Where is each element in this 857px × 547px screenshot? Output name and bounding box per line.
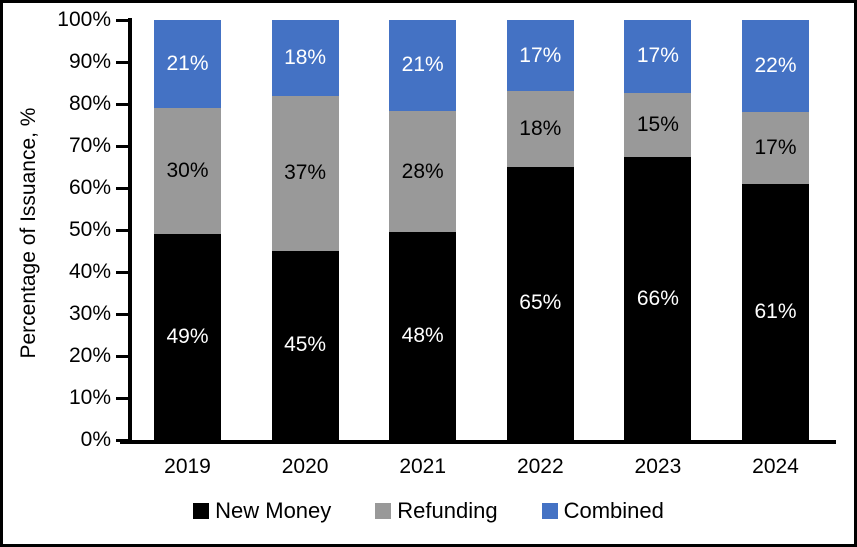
- y-tick-mark: [116, 228, 128, 232]
- data-label: 17%: [636, 44, 679, 68]
- legend-item-new-money: New Money: [193, 498, 331, 524]
- y-tick-mark: [116, 270, 128, 274]
- y-tick-label: 0%: [80, 428, 111, 451]
- bar-segment-2020-refunding: 37%: [271, 95, 339, 251]
- data-label: 45%: [284, 333, 327, 357]
- y-tick-label: 40%: [68, 260, 111, 283]
- y-tick-label: 50%: [68, 218, 111, 241]
- bar-segment-2021-refunding: 28%: [389, 110, 457, 233]
- data-label: 21%: [401, 53, 444, 77]
- bar-2023: 17% 15% 66%: [624, 20, 692, 440]
- legend-swatch-icon: [193, 503, 210, 519]
- legend-swatch-icon: [375, 503, 392, 519]
- data-label: 65%: [519, 291, 562, 315]
- legend-item-refunding: Refunding: [375, 498, 498, 524]
- bar-segment-2022-combined: 17%: [506, 20, 574, 92]
- bar-2019: 21% 30% 49%: [154, 20, 221, 440]
- data-label: 49%: [166, 325, 209, 349]
- x-axis-label-2020: 2020: [281, 455, 329, 478]
- x-axis-label-2023: 2023: [634, 455, 682, 478]
- data-label: 17%: [754, 136, 797, 160]
- y-tick-label: 10%: [68, 386, 111, 409]
- bar-segment-2020-new-money: 45%: [271, 250, 339, 440]
- bar-2022: 17% 18% 65%: [506, 20, 574, 440]
- bar-segment-2020-combined: 18%: [271, 20, 339, 96]
- bar-segment-2023-refunding: 15%: [624, 92, 692, 158]
- bar-2020: 18% 37% 45%: [271, 20, 339, 440]
- y-tick-mark: [116, 396, 128, 400]
- bar-2024: 22% 17% 61%: [742, 20, 809, 440]
- y-tick-label: 20%: [68, 344, 111, 367]
- data-label: 30%: [166, 159, 209, 183]
- y-tick-label: 70%: [68, 134, 111, 157]
- bar-segment-2021-new-money: 48%: [389, 232, 457, 440]
- x-axis-label-2019: 2019: [164, 455, 211, 478]
- y-tick-label: 100%: [57, 8, 111, 31]
- data-label: 18%: [284, 45, 327, 69]
- y-tick-mark: [116, 354, 128, 358]
- data-label: 66%: [636, 286, 679, 310]
- y-tick-mark: [116, 144, 128, 148]
- y-axis-line: [128, 18, 132, 444]
- data-label: 48%: [401, 324, 444, 348]
- y-tick-label: 80%: [68, 92, 111, 115]
- data-label: 61%: [754, 299, 797, 323]
- legend-label: Combined: [563, 498, 664, 523]
- x-axis-label-2021: 2021: [399, 455, 447, 478]
- bar-segment-2024-refunding: 17%: [742, 112, 809, 184]
- bar-segment-2019-new-money: 49%: [154, 234, 221, 440]
- data-label: 22%: [754, 54, 797, 78]
- y-tick-label: 60%: [68, 176, 111, 199]
- bar-segment-2023-combined: 17%: [624, 20, 692, 93]
- bar-segment-2019-combined: 21%: [154, 20, 221, 109]
- bar-segment-2022-new-money: 65%: [506, 166, 574, 440]
- legend-item-combined: Combined: [541, 498, 664, 524]
- y-tick-mark: [116, 438, 128, 442]
- legend: New Money Refunding Combined: [3, 495, 854, 527]
- y-tick-mark: [116, 18, 128, 22]
- bar-2021: 21% 28% 48%: [389, 20, 457, 440]
- data-label: 15%: [636, 112, 679, 136]
- bar-segment-2019-refunding: 30%: [154, 108, 221, 235]
- data-label: 17%: [519, 43, 562, 67]
- bar-segment-2023-new-money: 66%: [624, 157, 692, 440]
- data-label: 18%: [519, 117, 562, 141]
- legend-label: Refunding: [397, 498, 498, 523]
- y-tick-label: 30%: [68, 302, 111, 325]
- x-axis-label-2022: 2022: [516, 455, 564, 478]
- data-label: 37%: [284, 161, 327, 185]
- y-tick-mark: [116, 102, 128, 106]
- data-label: 28%: [401, 159, 444, 183]
- bar-segment-2024-new-money: 61%: [742, 183, 809, 440]
- x-axis-line: [120, 440, 836, 444]
- y-tick-label: 90%: [68, 50, 111, 73]
- y-tick-mark: [116, 60, 128, 64]
- legend-label: New Money: [215, 498, 332, 523]
- legend-swatch-icon: [541, 503, 558, 519]
- bar-segment-2024-combined: 22%: [742, 20, 809, 113]
- bar-segment-2021-combined: 21%: [389, 20, 457, 111]
- x-axis-label-2024: 2024: [752, 455, 799, 478]
- y-tick-mark: [116, 186, 128, 190]
- bar-segment-2022-refunding: 18%: [506, 91, 574, 167]
- data-label: 21%: [166, 52, 209, 76]
- y-tick-mark: [116, 312, 128, 316]
